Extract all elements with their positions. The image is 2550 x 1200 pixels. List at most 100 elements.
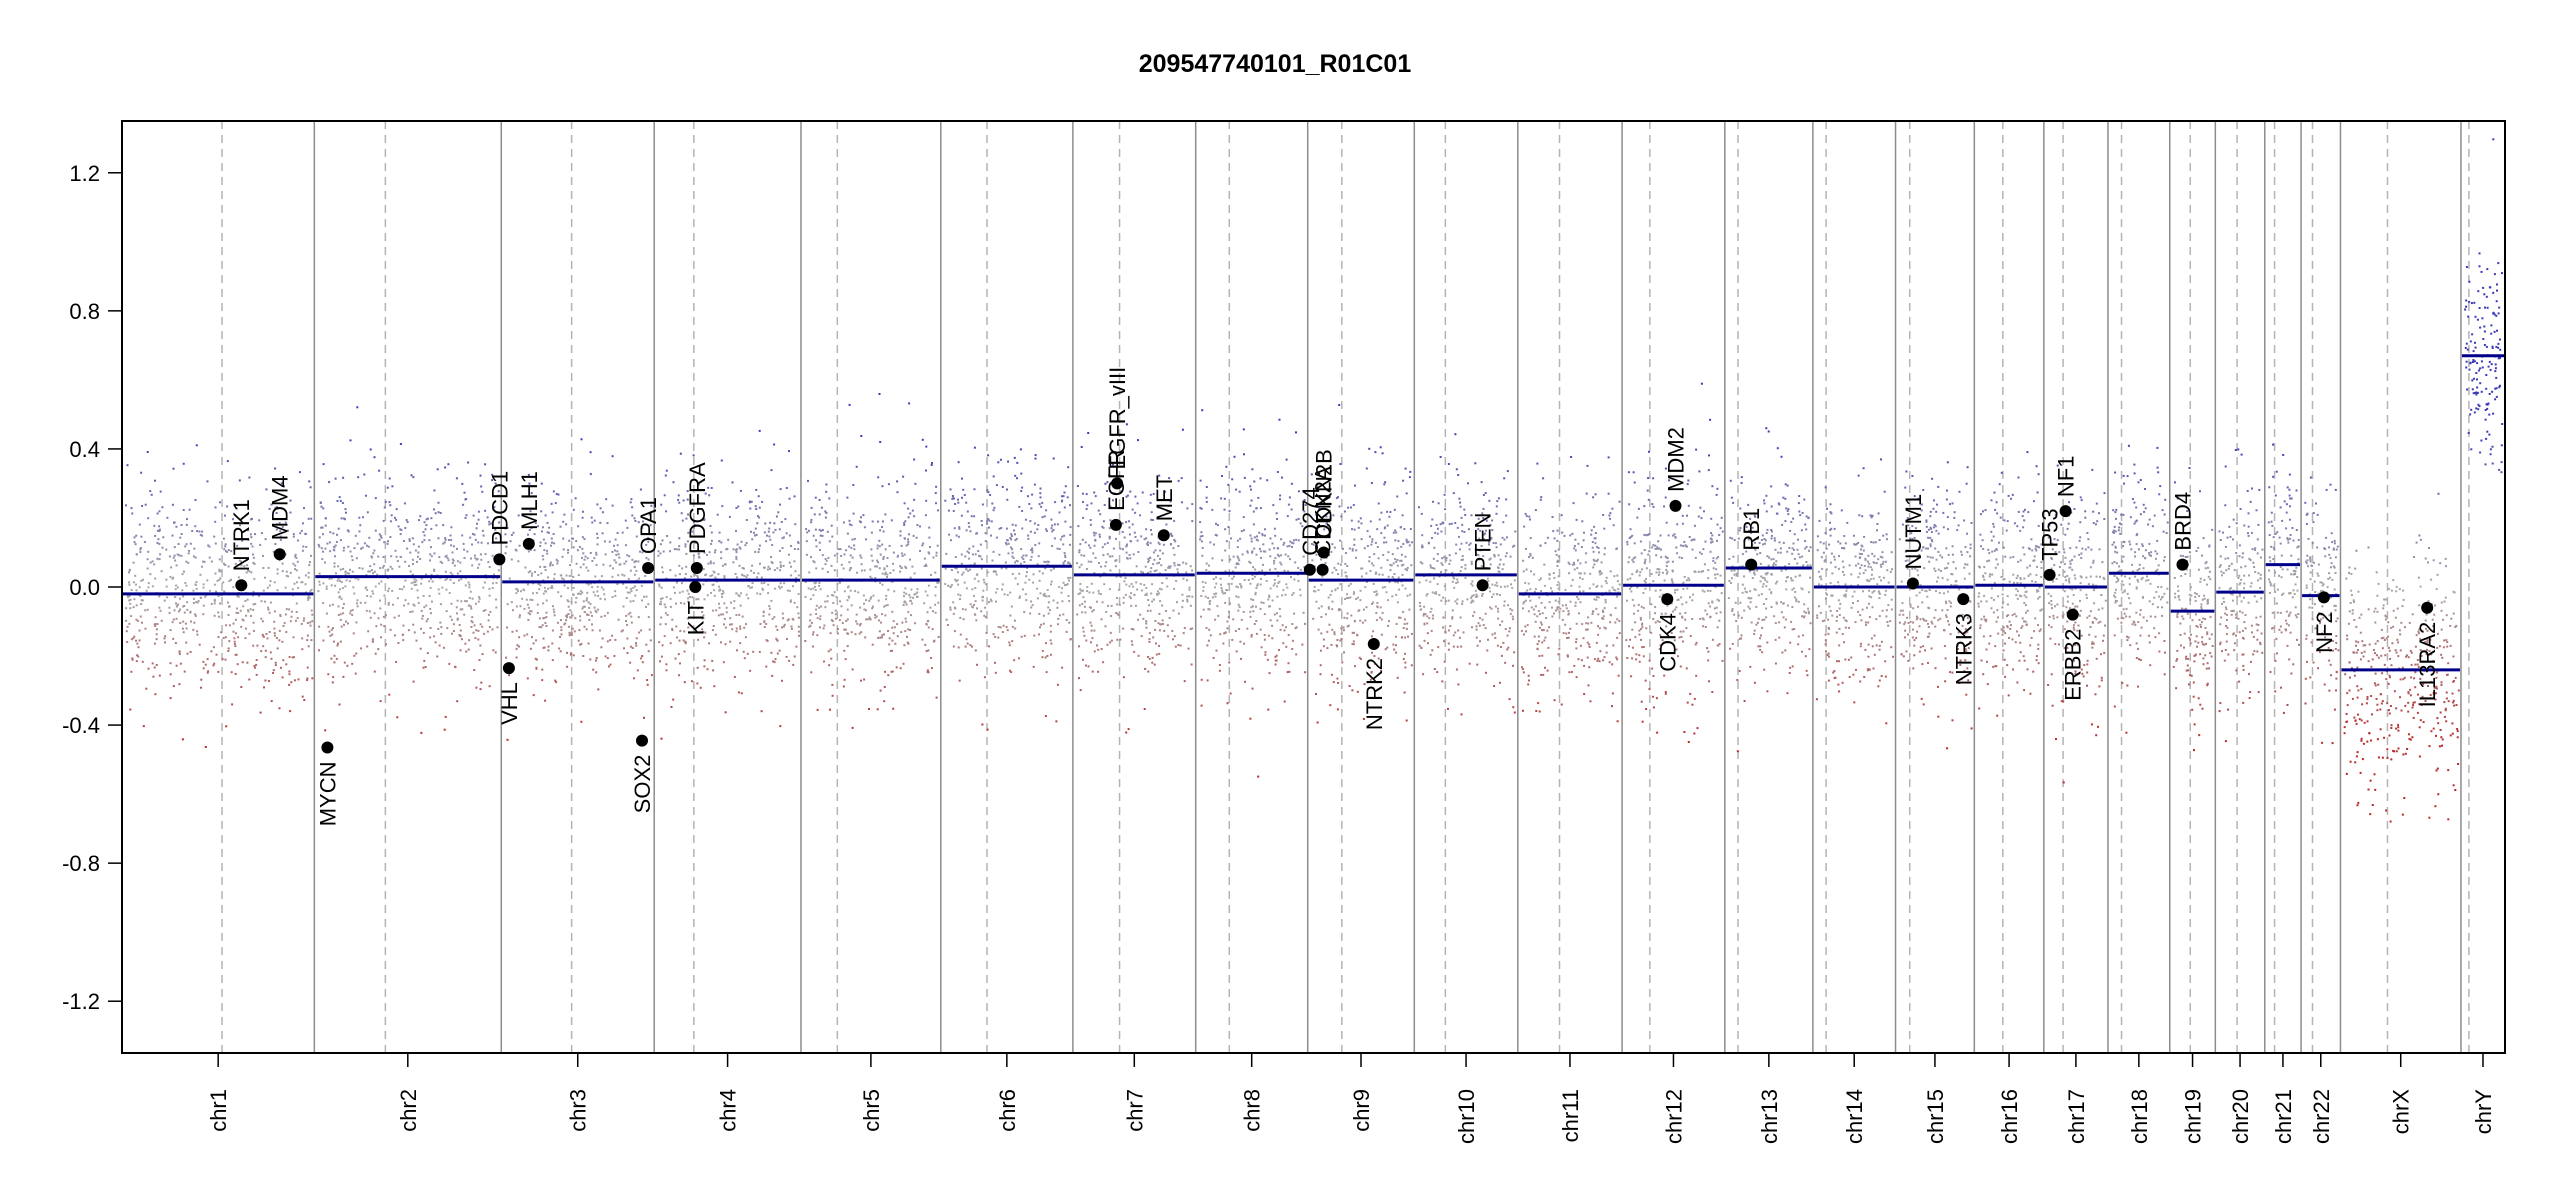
probe-point — [1050, 527, 1053, 530]
probe-point — [1540, 673, 1543, 676]
probe-point — [297, 539, 299, 542]
probe-point — [260, 617, 263, 620]
probe-point — [773, 569, 776, 571]
probe-point — [937, 509, 939, 512]
probe-point — [1201, 409, 1204, 412]
probe-point — [702, 614, 705, 617]
probe-point — [1137, 654, 1140, 657]
probe-point — [596, 503, 599, 506]
probe-point — [443, 541, 446, 544]
probe-point — [1011, 551, 1014, 554]
probe-point — [697, 607, 700, 610]
probe-point — [770, 469, 773, 472]
probe-point — [1486, 577, 1489, 580]
probe-point — [1139, 582, 1142, 585]
probe-point — [477, 600, 480, 603]
probe-point — [1041, 656, 1044, 659]
probe-point — [1474, 462, 1477, 465]
probe-point — [1452, 492, 1455, 495]
probe-point — [1455, 468, 1458, 471]
probe-point — [550, 502, 553, 505]
probe-point — [155, 638, 158, 641]
probe-point — [1370, 670, 1373, 673]
probe-point — [1186, 598, 1189, 601]
probe-point — [1423, 639, 1426, 642]
probe-point — [573, 630, 576, 633]
probe-point — [158, 558, 161, 561]
probe-point — [234, 645, 237, 648]
probe-point — [784, 518, 787, 521]
probe-point — [1157, 554, 1159, 557]
probe-point — [1552, 530, 1555, 533]
probe-point — [658, 641, 661, 644]
probe-point — [789, 600, 792, 603]
probe-point — [855, 465, 858, 468]
probe-point — [1011, 572, 1014, 575]
probe-point — [1498, 563, 1501, 566]
probe-point — [1431, 591, 1434, 594]
probe-point — [1223, 497, 1226, 500]
probe-point — [996, 587, 999, 590]
probe-point — [359, 601, 362, 604]
probe-point — [406, 521, 409, 523]
probe-point — [1064, 520, 1067, 523]
probe-point — [178, 683, 181, 686]
probe-point — [659, 543, 662, 546]
probe-point — [368, 536, 371, 539]
probe-point — [511, 630, 514, 633]
probe-point — [328, 481, 331, 484]
probe-point — [476, 522, 478, 525]
probe-point — [433, 489, 436, 492]
probe-point — [274, 664, 277, 667]
probe-point — [135, 534, 138, 537]
probe-point — [1087, 432, 1090, 434]
probe-point — [1489, 523, 1492, 526]
probe-point — [1001, 588, 1003, 591]
probe-point — [857, 591, 860, 594]
probe-point — [1539, 577, 1542, 580]
probe-point — [1303, 566, 1306, 568]
probe-point — [987, 454, 990, 457]
probe-point — [678, 548, 681, 551]
probe-point — [657, 550, 660, 553]
probe-point — [1522, 671, 1525, 674]
probe-point — [843, 553, 846, 556]
probe-point — [226, 505, 229, 508]
probe-point — [631, 506, 634, 509]
probe-point — [1261, 534, 1264, 537]
probe-point — [1128, 595, 1131, 598]
probe-point — [471, 597, 474, 600]
probe-point — [1438, 593, 1441, 596]
probe-point — [393, 616, 396, 619]
probe-point — [419, 647, 422, 650]
probe-point — [756, 522, 759, 525]
probe-point — [703, 598, 706, 601]
probe-point — [157, 538, 160, 541]
probe-point — [348, 580, 351, 583]
probe-point — [816, 617, 819, 620]
probe-point — [332, 532, 335, 535]
probe-point — [1243, 453, 1245, 456]
probe-point — [169, 575, 172, 578]
probe-point — [907, 516, 910, 519]
probe-point — [373, 456, 376, 459]
probe-point — [957, 535, 960, 538]
probe-point — [252, 561, 255, 564]
probe-point — [1132, 553, 1135, 556]
probe-point — [1396, 547, 1399, 550]
probe-point — [498, 521, 500, 524]
probe-point — [879, 636, 882, 639]
probe-point — [199, 597, 202, 599]
probe-point — [479, 474, 482, 477]
probe-point — [595, 611, 598, 614]
probe-point — [983, 581, 986, 584]
probe-point — [814, 589, 817, 591]
probe-point — [1130, 628, 1133, 630]
probe-point — [882, 520, 884, 523]
probe-point — [661, 655, 663, 658]
probe-point — [1065, 630, 1068, 633]
probe-point — [1276, 553, 1279, 556]
probe-point — [1205, 500, 1208, 503]
probe-point — [191, 530, 194, 532]
probe-point — [1052, 599, 1055, 602]
